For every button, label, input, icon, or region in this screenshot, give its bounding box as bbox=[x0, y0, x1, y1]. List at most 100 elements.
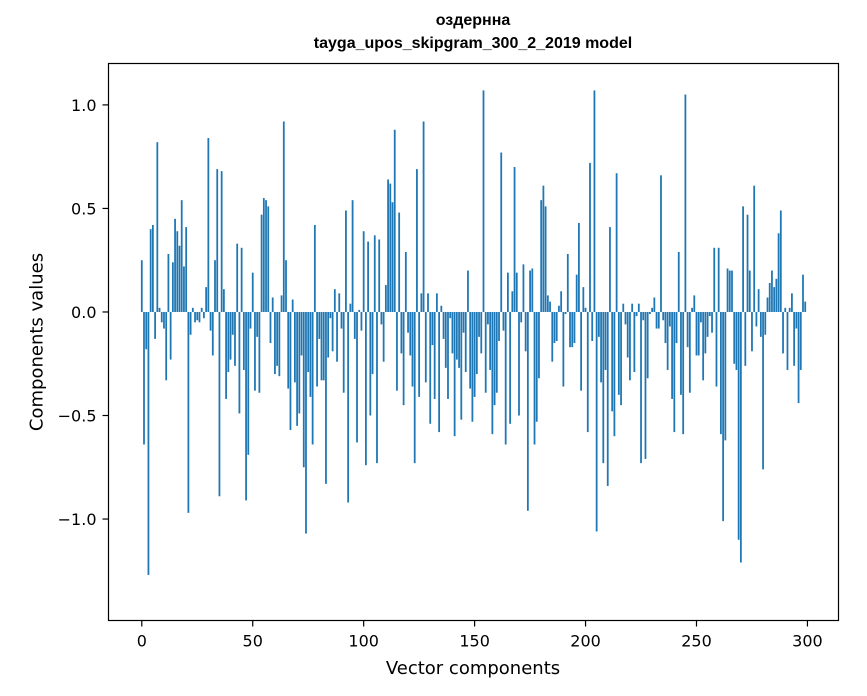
bar-245 bbox=[684, 94, 687, 312]
bar-81 bbox=[320, 311, 323, 381]
bar-16 bbox=[176, 231, 179, 312]
bar-76 bbox=[309, 311, 312, 397]
bar-98 bbox=[358, 309, 361, 312]
bar-94 bbox=[349, 303, 352, 312]
bar-85 bbox=[329, 311, 332, 319]
bar-22 bbox=[189, 311, 192, 335]
bar-17 bbox=[178, 245, 181, 312]
bar-9 bbox=[160, 311, 163, 323]
bar-150 bbox=[473, 311, 476, 397]
bar-108 bbox=[380, 311, 383, 325]
bar-290 bbox=[784, 307, 787, 312]
bar-137 bbox=[444, 311, 447, 368]
bar-291 bbox=[786, 311, 789, 370]
bar-119 bbox=[404, 251, 407, 312]
bar-13 bbox=[169, 311, 172, 360]
bar-183 bbox=[546, 295, 549, 312]
bar-165 bbox=[507, 272, 509, 312]
bar-281 bbox=[764, 311, 767, 335]
bar-36 bbox=[220, 171, 223, 312]
bar-23 bbox=[191, 307, 194, 312]
bar-100 bbox=[362, 231, 365, 312]
bar-20 bbox=[185, 227, 188, 312]
bar-184 bbox=[549, 301, 551, 312]
bar-101 bbox=[365, 311, 367, 466]
bar-172 bbox=[522, 264, 525, 312]
bar-185 bbox=[551, 311, 554, 362]
bar-59 bbox=[271, 297, 274, 312]
y-tick-label-1: −0.5 bbox=[58, 407, 97, 426]
bar-263 bbox=[724, 311, 727, 441]
bar-288 bbox=[779, 210, 782, 312]
bar-202 bbox=[589, 162, 591, 312]
bar-205 bbox=[595, 311, 598, 532]
bar-63 bbox=[280, 295, 283, 312]
bar-259 bbox=[715, 311, 718, 387]
bar-62 bbox=[278, 311, 281, 377]
bar-199 bbox=[582, 287, 585, 312]
bar-47 bbox=[245, 311, 247, 501]
bar-230 bbox=[651, 307, 654, 312]
bar-189 bbox=[560, 291, 563, 312]
x-tick-label-100: 100 bbox=[348, 632, 379, 651]
bar-84 bbox=[327, 311, 330, 358]
bar-48 bbox=[247, 311, 250, 455]
bar-145 bbox=[462, 311, 465, 333]
bar-206 bbox=[597, 311, 600, 337]
bar-65 bbox=[285, 260, 287, 312]
bar-155 bbox=[484, 311, 487, 393]
bar-253 bbox=[702, 311, 705, 381]
bar-93 bbox=[347, 311, 350, 503]
bar-109 bbox=[382, 311, 385, 362]
x-tick-label-250: 250 bbox=[681, 632, 712, 651]
bar-226 bbox=[642, 311, 645, 321]
bar-88 bbox=[336, 311, 338, 362]
bar-163 bbox=[502, 311, 505, 331]
x-tick-label-50: 50 bbox=[243, 632, 263, 651]
bar-53 bbox=[258, 311, 261, 393]
bar-143 bbox=[458, 311, 460, 368]
bar-232 bbox=[655, 311, 658, 329]
bar-37 bbox=[222, 289, 225, 312]
bar-212 bbox=[611, 311, 614, 412]
bar-298 bbox=[802, 274, 804, 312]
bar-18 bbox=[180, 200, 183, 312]
bar-39 bbox=[227, 311, 230, 373]
bar-209 bbox=[604, 311, 607, 370]
bar-66 bbox=[287, 311, 290, 389]
bar-240 bbox=[673, 311, 676, 433]
bar-171 bbox=[520, 311, 523, 323]
x-tick-label-150: 150 bbox=[459, 632, 490, 651]
bar-86 bbox=[331, 311, 334, 352]
bar-87 bbox=[333, 289, 336, 312]
bar-203 bbox=[591, 311, 594, 341]
bar-295 bbox=[795, 311, 798, 329]
y-tick-label-0: −1.0 bbox=[58, 510, 97, 529]
bar-21 bbox=[187, 311, 190, 513]
bar-196 bbox=[575, 274, 578, 312]
bar-46 bbox=[242, 311, 245, 370]
bar-239 bbox=[671, 311, 673, 399]
bar-194 bbox=[571, 311, 574, 348]
bar-279 bbox=[759, 311, 762, 337]
bar-75 bbox=[307, 311, 310, 373]
bar-293 bbox=[791, 293, 793, 312]
bar-256 bbox=[708, 311, 711, 317]
bar-121 bbox=[409, 311, 412, 356]
bar-254 bbox=[704, 311, 707, 354]
bar-260 bbox=[717, 247, 720, 312]
bar-52 bbox=[256, 311, 259, 337]
bar-71 bbox=[298, 311, 301, 414]
bar-27 bbox=[200, 307, 203, 312]
bar-162 bbox=[500, 152, 503, 312]
bar-45 bbox=[240, 247, 243, 312]
bar-181 bbox=[542, 185, 545, 312]
x-tick-label-300: 300 bbox=[792, 632, 823, 651]
bar-255 bbox=[706, 311, 709, 337]
bar-223 bbox=[635, 311, 638, 317]
bar-207 bbox=[600, 311, 602, 383]
bar-248 bbox=[691, 307, 693, 312]
bar-269 bbox=[737, 311, 740, 540]
bar-135 bbox=[440, 305, 443, 312]
bar-219 bbox=[626, 311, 629, 358]
